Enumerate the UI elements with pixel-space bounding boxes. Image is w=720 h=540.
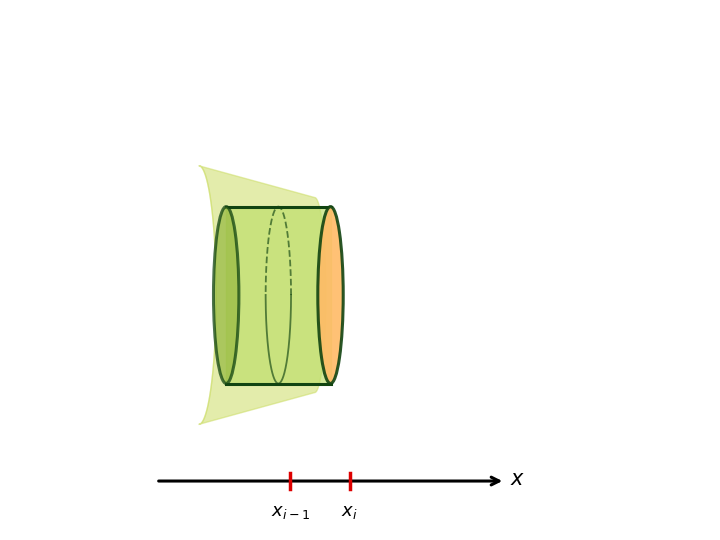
Polygon shape (226, 207, 330, 383)
Text: $x_i$: $x_i$ (341, 503, 358, 521)
Ellipse shape (214, 207, 239, 383)
Ellipse shape (318, 207, 343, 383)
Text: th: th (83, 28, 106, 47)
Text: x: x (510, 469, 523, 489)
Text: slice – approximation by cylinder: slice – approximation by cylinder (107, 36, 720, 69)
Text: $x_{i-1}$: $x_{i-1}$ (271, 503, 310, 521)
Polygon shape (199, 166, 326, 424)
Text: i: i (57, 36, 68, 69)
